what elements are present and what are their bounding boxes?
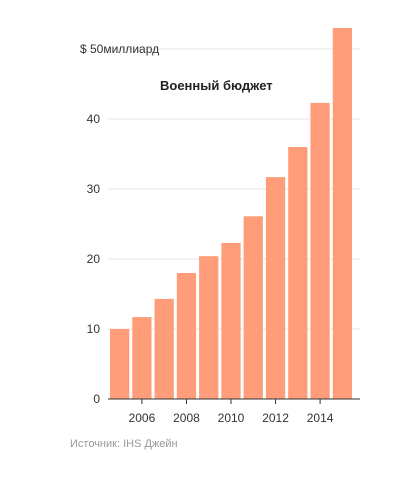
x-tick-label-2010: 2010	[218, 411, 245, 425]
y-tick-label-0: 0	[93, 392, 100, 406]
x-tick-label-2008: 2008	[173, 411, 200, 425]
y-tick-label-10: 10	[87, 322, 101, 336]
y-tick-label-20: 20	[87, 252, 101, 266]
bar-2015	[332, 28, 352, 399]
chart-title: Военный бюджет	[160, 78, 273, 93]
bars	[110, 28, 352, 400]
bar-2008	[176, 273, 197, 399]
bar-2009	[199, 256, 219, 399]
bar-2012	[265, 177, 286, 399]
x-tick-label-2014: 2014	[307, 411, 334, 425]
bar-2010	[221, 242, 241, 399]
bar-2013	[288, 147, 308, 399]
y-tick-label-30: 30	[87, 182, 101, 196]
x-tick-label-2006: 2006	[129, 411, 156, 425]
x-axis-ticks: 2006 2008 2010 2012 2014	[129, 399, 334, 425]
bar-2007	[154, 298, 174, 399]
bar-2011	[243, 216, 263, 399]
y-axis-top-label: $ 50миллиард	[80, 42, 159, 56]
source-note: Источник: IHS Джейн	[70, 438, 178, 450]
bar-2014	[310, 102, 330, 400]
y-tick-label-40: 40	[87, 112, 101, 126]
x-tick-label-2012: 2012	[262, 411, 289, 425]
bar-2006	[132, 317, 152, 399]
y-axis-ticks: 0 10 20 30 40	[87, 112, 101, 406]
bar-2005	[110, 329, 130, 399]
